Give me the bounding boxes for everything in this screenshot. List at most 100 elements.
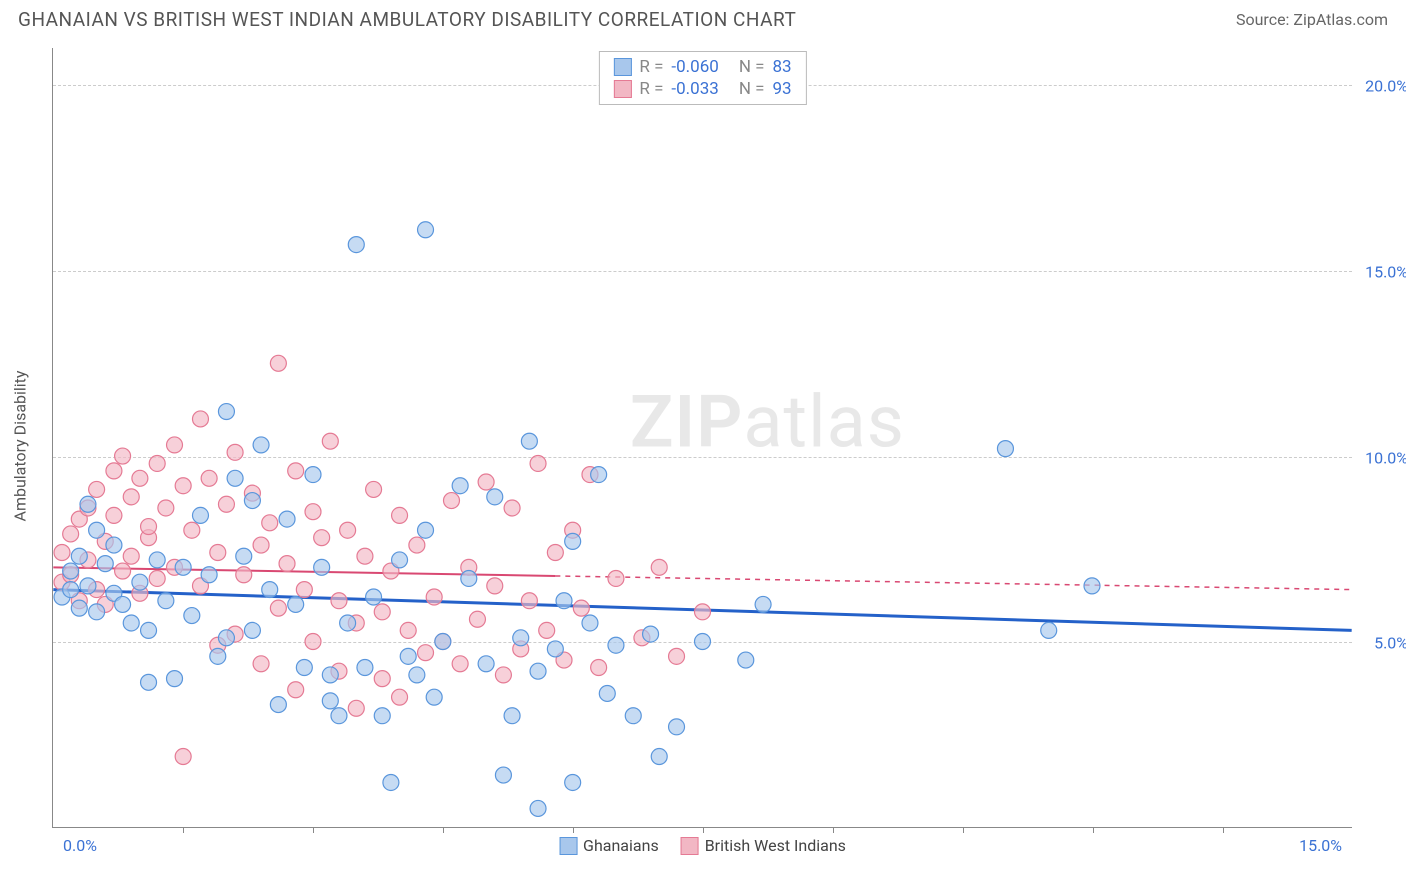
scatter-point	[305, 504, 321, 520]
scatter-point	[175, 749, 191, 765]
legend-swatch	[613, 58, 631, 76]
x-tick	[313, 827, 314, 833]
scatter-point	[132, 470, 148, 486]
scatter-point	[115, 448, 131, 464]
scatter-point	[669, 648, 685, 664]
scatter-point	[504, 708, 520, 724]
r-value: -0.033	[671, 79, 718, 99]
scatter-point	[400, 648, 416, 664]
scatter-point	[158, 500, 174, 516]
scatter-point	[591, 467, 607, 483]
scatter-point	[54, 545, 70, 561]
y-tick-label: 20.0%	[1365, 77, 1406, 96]
scatter-point	[288, 682, 304, 698]
scatter-point	[495, 667, 511, 683]
x-tick	[833, 827, 834, 833]
scatter-point	[478, 656, 494, 672]
scatter-point	[452, 478, 468, 494]
scatter-point	[487, 489, 503, 505]
n-label: N =	[739, 79, 765, 99]
n-value: 83	[773, 57, 792, 77]
scatter-point	[279, 556, 295, 572]
scatter-point	[608, 570, 624, 586]
scatter-point	[253, 656, 269, 672]
legend-swatch	[559, 837, 577, 855]
scatter-point	[115, 563, 131, 579]
source-attribution: Source: ZipAtlas.com	[1236, 10, 1388, 29]
scatter-point	[253, 537, 269, 553]
scatter-point	[755, 596, 771, 612]
scatter-point	[357, 660, 373, 676]
legend-swatch	[613, 80, 631, 98]
scatter-point	[366, 589, 382, 605]
scatter-point	[608, 637, 624, 653]
y-tick-label: 15.0%	[1365, 262, 1406, 281]
scatter-point	[738, 652, 754, 668]
scatter-point	[305, 634, 321, 650]
correlation-stats-box: R =-0.060N =83R =-0.033N =93	[598, 51, 806, 105]
scatter-point	[669, 719, 685, 735]
scatter-point	[184, 608, 200, 624]
bottom-legend: GhanaiansBritish West Indians	[559, 836, 846, 855]
scatter-point	[192, 411, 208, 427]
r-label: R =	[639, 57, 663, 77]
scatter-point	[547, 641, 563, 657]
scatter-point	[89, 522, 105, 538]
scatter-point	[141, 674, 157, 690]
scatter-point	[218, 496, 234, 512]
scatter-point	[461, 570, 477, 586]
scatter-point	[210, 648, 226, 664]
scatter-plot-svg	[53, 48, 1352, 827]
scatter-point	[270, 355, 286, 371]
scatter-point	[374, 708, 390, 724]
x-tick	[443, 827, 444, 833]
scatter-point	[452, 656, 468, 672]
scatter-point	[366, 481, 382, 497]
scatter-point	[374, 671, 390, 687]
scatter-point	[106, 507, 122, 523]
y-tick-label: 10.0%	[1365, 448, 1406, 467]
scatter-point	[348, 237, 364, 253]
scatter-point	[63, 563, 79, 579]
scatter-point	[175, 559, 191, 575]
scatter-point	[236, 567, 252, 583]
y-axis-title: Ambulatory Disability	[11, 371, 30, 522]
scatter-point	[348, 700, 364, 716]
scatter-point	[167, 437, 183, 453]
scatter-point	[409, 667, 425, 683]
scatter-point	[521, 593, 537, 609]
legend-label: Ghanaians	[583, 836, 659, 855]
scatter-point	[392, 552, 408, 568]
x-tick	[963, 827, 964, 833]
scatter-point	[296, 660, 312, 676]
scatter-point	[115, 596, 131, 612]
scatter-point	[530, 455, 546, 471]
scatter-point	[340, 522, 356, 538]
scatter-point	[262, 582, 278, 598]
scatter-point	[80, 578, 96, 594]
scatter-point	[218, 404, 234, 420]
scatter-point	[426, 689, 442, 705]
scatter-point	[530, 800, 546, 816]
scatter-point	[296, 582, 312, 598]
scatter-point	[305, 467, 321, 483]
scatter-point	[279, 511, 295, 527]
scatter-point	[167, 671, 183, 687]
scatter-point	[547, 545, 563, 561]
scatter-point	[63, 526, 79, 542]
scatter-point	[244, 493, 260, 509]
scatter-point	[521, 433, 537, 449]
scatter-point	[218, 630, 234, 646]
scatter-point	[192, 507, 208, 523]
scatter-point	[643, 626, 659, 642]
chart-title: GHANAIAN VS BRITISH WEST INDIAN AMBULATO…	[18, 8, 796, 31]
scatter-point	[184, 522, 200, 538]
scatter-point	[262, 515, 278, 531]
scatter-point	[418, 645, 434, 661]
scatter-point	[314, 530, 330, 546]
scatter-point	[331, 593, 347, 609]
scatter-point	[175, 478, 191, 494]
scatter-point	[314, 559, 330, 575]
scatter-point	[443, 493, 459, 509]
scatter-point	[149, 570, 165, 586]
